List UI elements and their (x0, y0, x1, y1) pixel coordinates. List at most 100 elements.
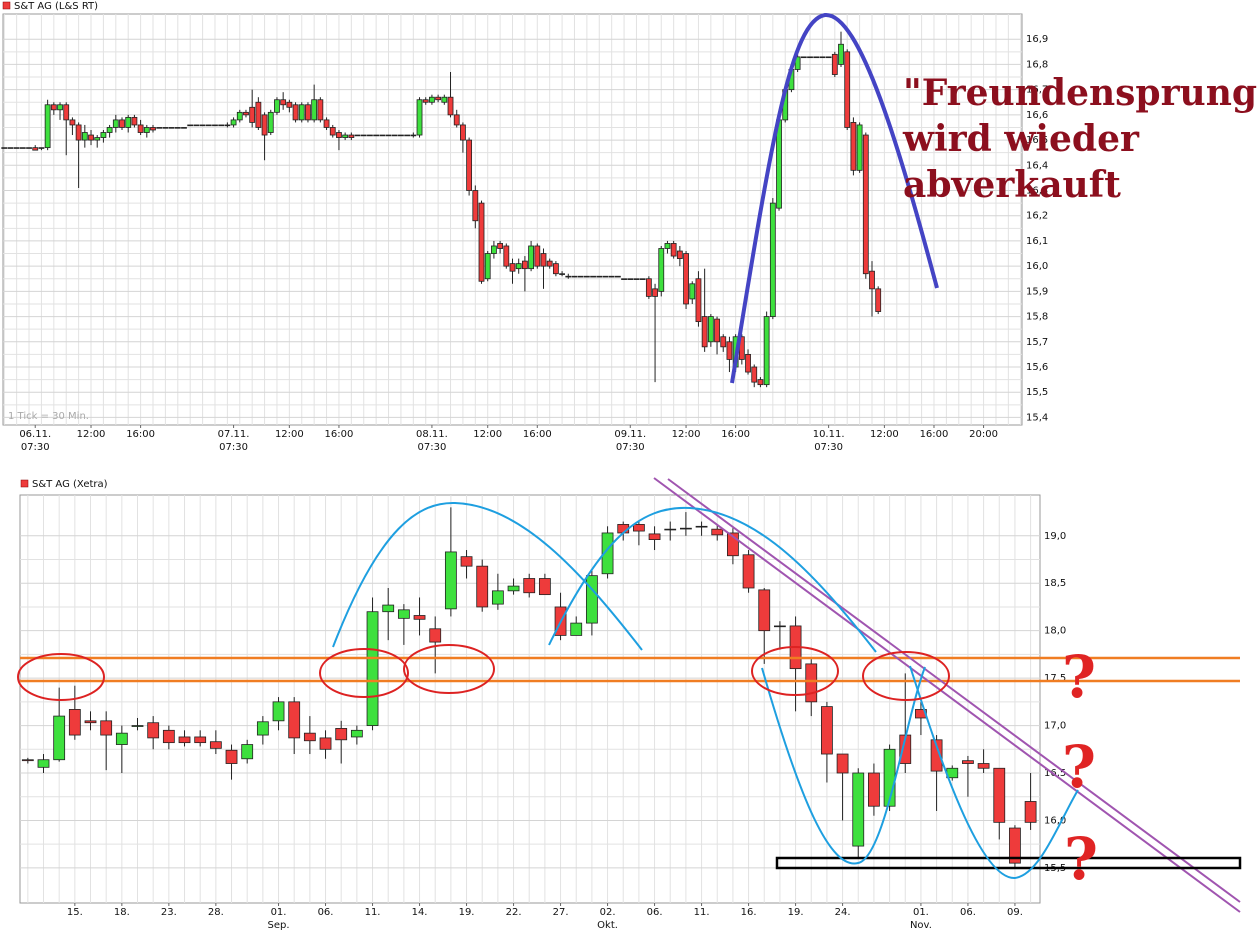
x-tick-label: 15. (67, 907, 83, 918)
candle-body (57, 104, 63, 111)
x-tick-label: 16:00 (920, 429, 949, 440)
candle-body (119, 119, 125, 128)
candle-body (758, 589, 771, 632)
candle-body (664, 528, 677, 531)
candle-body (255, 101, 262, 128)
candle-body (844, 51, 851, 128)
y-tick-label: 15,8 (1026, 312, 1048, 323)
candle-body (800, 56, 807, 59)
x-tick-label: 16. (741, 907, 757, 918)
candle-body (850, 122, 857, 171)
candle-body (538, 578, 551, 596)
candle-body (38, 147, 45, 149)
candle-body (413, 615, 426, 620)
x-tick-label: 12:00 (275, 429, 304, 440)
candle-body (397, 609, 410, 619)
candle-body (757, 379, 764, 386)
annotation-arc (332, 501, 643, 651)
candle-body (194, 736, 207, 744)
candle-body (869, 270, 875, 290)
annotation: ? (1062, 643, 1096, 711)
candle-body (319, 737, 332, 750)
candle-body (930, 739, 943, 772)
candle-body (608, 275, 615, 278)
candle-body (342, 134, 349, 138)
candle-body (187, 124, 194, 127)
candle-body (422, 99, 429, 103)
footnote: 1 Tick = 30 Min. (8, 411, 89, 422)
y-tick-label: 15,5 (1026, 387, 1048, 398)
candle-body (460, 124, 466, 141)
candle-body (429, 628, 442, 643)
candle-body (212, 124, 218, 127)
annotation-arc (761, 666, 926, 865)
candle-body (125, 116, 132, 128)
candle-body (115, 732, 128, 745)
candle-body (491, 590, 504, 605)
candle-body (805, 663, 818, 703)
y-tick-label: 17,5 (1044, 673, 1066, 684)
x-tick-sublabel: 07:30 (219, 442, 248, 453)
candle-body (131, 725, 144, 727)
annotation: "Freundensprung" (903, 72, 1258, 114)
candle-body (230, 119, 237, 126)
candle-body (577, 275, 584, 278)
candle-body (720, 336, 727, 348)
candle-body (147, 722, 160, 739)
candle-body (497, 243, 504, 249)
candle-body (614, 275, 621, 278)
x-tick-label: 09.11. (614, 429, 646, 440)
y-tick-label: 17,0 (1044, 721, 1066, 732)
candle-body (460, 556, 473, 567)
candle-body (44, 104, 51, 149)
y-tick-label: 16,0 (1044, 815, 1066, 826)
annotation-arc (548, 506, 877, 653)
candle-body (585, 575, 598, 624)
x-tick-label: 20:00 (969, 429, 998, 440)
candle-body (825, 56, 832, 59)
candle-body (391, 134, 398, 137)
y-tick-label: 15,9 (1026, 286, 1048, 297)
candle-body (813, 56, 820, 59)
candle-body (209, 741, 222, 749)
candle-body (447, 96, 454, 116)
annotation-ellipse (751, 646, 839, 696)
candle-body (714, 318, 720, 343)
x-tick-sublabel: 07:30 (616, 442, 645, 453)
candle-body (509, 263, 516, 272)
candle-body (596, 275, 603, 278)
candle-body (476, 565, 489, 608)
candle-body (385, 134, 392, 137)
annotation: ? (1064, 825, 1098, 893)
candle-body (379, 134, 386, 137)
y-tick-label: 16,7 (1026, 85, 1048, 96)
annotation-ellipse (403, 644, 495, 694)
candle-body (288, 701, 301, 739)
candle-body (236, 111, 243, 121)
candle-body (367, 134, 373, 137)
candle-body (317, 99, 324, 121)
candle-body (162, 729, 175, 744)
candle-body (261, 114, 268, 136)
x-tick-label: 11. (365, 907, 381, 918)
x-tick-label: 28. (208, 907, 224, 918)
candle-body (540, 253, 547, 267)
y-tick-label: 18,0 (1044, 626, 1066, 637)
candle-body (366, 611, 379, 726)
candle-body (856, 124, 863, 171)
candle-body (162, 127, 169, 129)
candle-body (68, 709, 81, 736)
candle-body (742, 554, 755, 589)
candle-body (534, 245, 541, 267)
candle-body (32, 147, 39, 151)
x-tick-label: 06. (960, 907, 976, 918)
x-tick-label: 07.11. (218, 429, 250, 440)
y-tick-label: 16,3 (1026, 186, 1048, 197)
x-tick-label: 01. (913, 907, 929, 918)
candle-body (807, 56, 813, 59)
candle-body (410, 134, 417, 137)
candle-body (565, 275, 572, 278)
candle-body (639, 278, 646, 280)
candle-body (267, 111, 274, 133)
